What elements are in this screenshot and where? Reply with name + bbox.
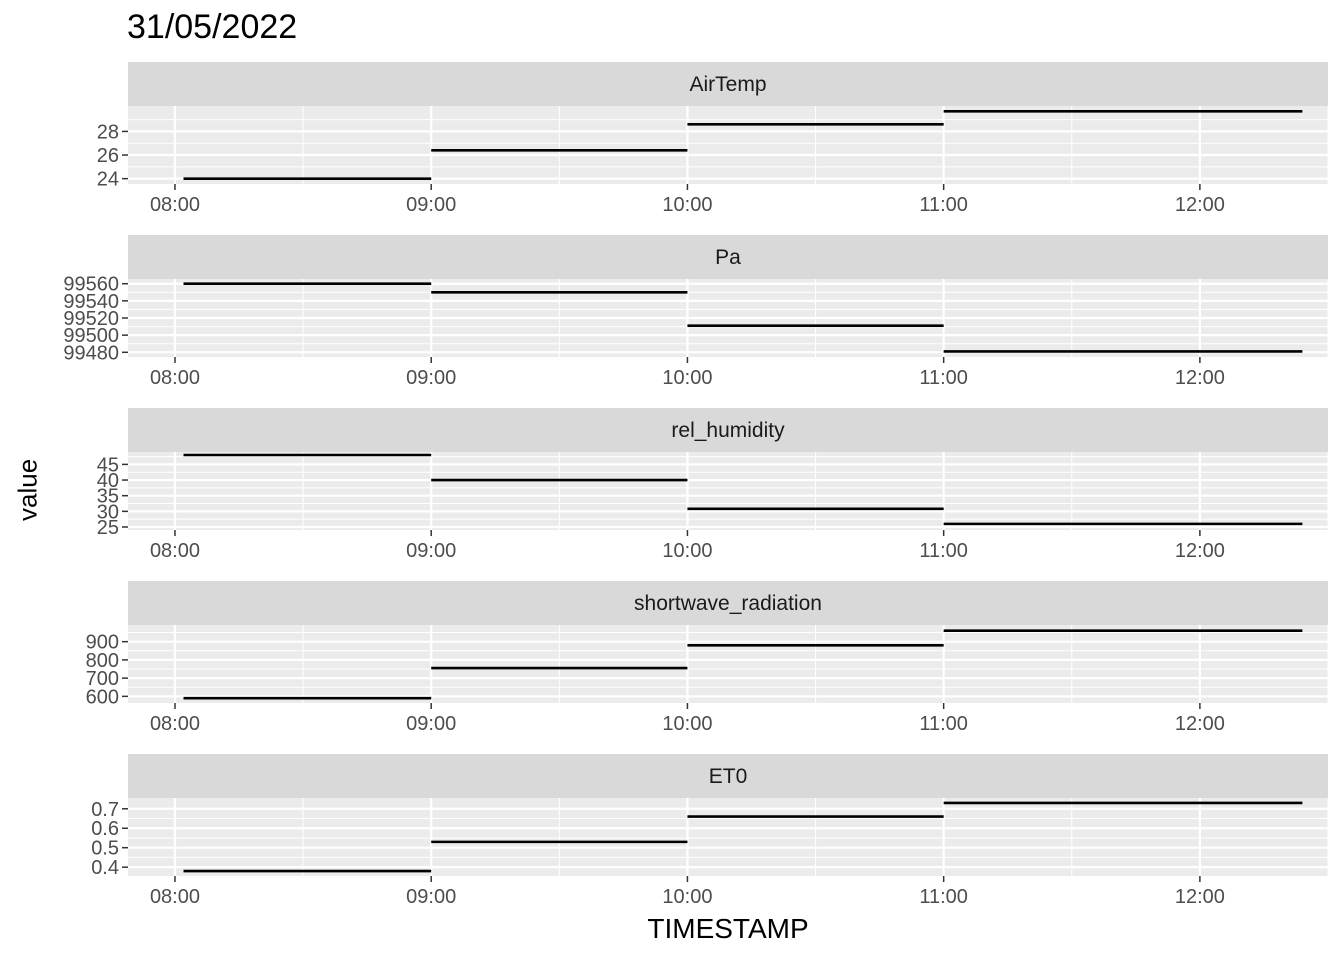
x-tick-label: 08:00: [150, 540, 200, 562]
x-tick-label: 11:00: [919, 713, 968, 735]
x-tick-label: 10:00: [662, 367, 712, 389]
x-tick-label: 12:00: [1175, 367, 1225, 389]
x-tick-label: 12:00: [1175, 194, 1225, 216]
facet-strip: [128, 408, 1328, 452]
y-tick-label: 0.4: [91, 857, 119, 879]
x-tick-label: 12:00: [1175, 713, 1225, 735]
x-tick-label: 08:00: [150, 367, 200, 389]
y-tick-label: 700: [86, 668, 119, 690]
panel-background: [128, 625, 1328, 703]
y-tick-label: 30: [97, 501, 119, 523]
x-tick-label: 12:00: [1175, 886, 1225, 908]
y-tick-label: 24: [97, 169, 119, 191]
facet-strip: [128, 235, 1328, 279]
y-tick-label: 35: [97, 486, 119, 508]
x-tick-label: 09:00: [406, 367, 456, 389]
y-tick-label: 99540: [63, 291, 119, 313]
facet-strip: [128, 581, 1328, 625]
x-tick-label: 08:00: [150, 713, 200, 735]
x-tick-label: 11:00: [919, 194, 968, 216]
x-tick-label: 11:00: [919, 367, 968, 389]
x-tick-label: 12:00: [1175, 540, 1225, 562]
facet-strip-label: Pa: [715, 246, 741, 269]
x-tick-label: 09:00: [406, 540, 456, 562]
y-tick-label: 0.7: [91, 799, 119, 821]
x-tick-label: 09:00: [406, 194, 456, 216]
facet-strip-label: ET0: [709, 765, 748, 788]
y-tick-label: 800: [86, 650, 119, 672]
y-tick-label: 45: [97, 454, 119, 476]
x-tick-label: 10:00: [662, 540, 712, 562]
y-tick-label: 26: [97, 145, 119, 167]
x-tick-label: 09:00: [406, 713, 456, 735]
facet-strip: [128, 62, 1328, 106]
x-tick-label: 10:00: [662, 713, 712, 735]
y-tick-label: 99480: [63, 342, 119, 364]
x-tick-label: 08:00: [150, 886, 200, 908]
x-tick-label: 11:00: [919, 540, 968, 562]
x-tick-label: 11:00: [919, 886, 968, 908]
y-tick-label: 99560: [63, 274, 119, 296]
facet-strip-label: shortwave_radiation: [634, 592, 822, 615]
y-tick-label: 0.6: [91, 818, 119, 840]
facet-strip-label: AirTemp: [689, 73, 766, 96]
x-tick-label: 09:00: [406, 886, 456, 908]
facet-strip-label: rel_humidity: [671, 419, 785, 442]
y-tick-label: 28: [97, 121, 119, 143]
y-tick-label: 40: [97, 470, 119, 492]
x-tick-label: 10:00: [662, 194, 712, 216]
chart-title: 31/05/2022: [127, 8, 298, 46]
y-tick-label: 99500: [63, 325, 119, 347]
y-tick-label: 25: [97, 517, 119, 539]
panel-background: [128, 106, 1328, 184]
y-tick-label: 0.5: [91, 838, 119, 860]
x-axis-title: TIMESTAMP: [647, 913, 809, 944]
y-tick-label: 99520: [63, 308, 119, 330]
y-tick-label: 900: [86, 632, 119, 654]
x-tick-label: 10:00: [662, 886, 712, 908]
panel-background: [128, 798, 1328, 876]
y-axis-title: value: [12, 458, 43, 521]
facet-strip: [128, 754, 1328, 798]
x-tick-label: 08:00: [150, 194, 200, 216]
y-tick-label: 600: [86, 686, 119, 708]
